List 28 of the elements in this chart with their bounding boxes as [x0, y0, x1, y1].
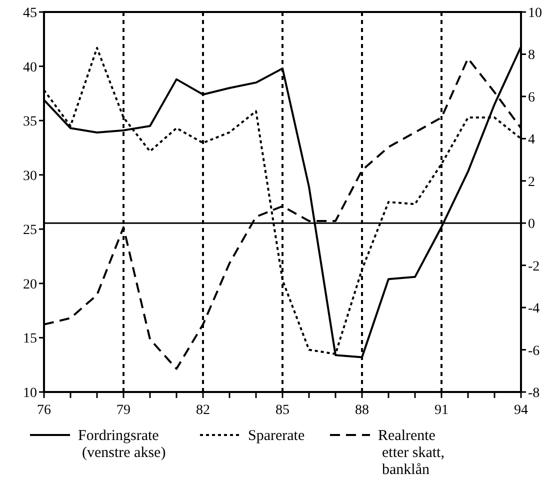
y2-tick-label: 6 — [528, 90, 535, 106]
y2-tick-label: 10 — [528, 6, 542, 21]
x-tick-label: 79 — [116, 403, 130, 418]
legend-label: Fordringsrate (venstre akse) — [78, 428, 166, 461]
y2-tick-label: -8 — [528, 386, 540, 401]
x-tick-label: 88 — [355, 403, 369, 418]
legend-label: Sparerate — [248, 428, 305, 444]
x-tick-label: 82 — [196, 403, 210, 418]
y2-tick-label: 4 — [528, 132, 535, 148]
y2-tick-label: -2 — [528, 259, 540, 274]
y-tick-label: 40 — [23, 60, 37, 76]
y2-tick-label: 2 — [528, 174, 535, 190]
y-tick-label: 45 — [23, 6, 37, 21]
y-tick-label: 20 — [23, 277, 37, 292]
x-tick-label: 94 — [514, 403, 528, 418]
y-tick-label: 35 — [23, 114, 37, 130]
x-tick-label: 76 — [37, 403, 51, 418]
y2-tick-label: 8 — [528, 48, 535, 64]
y-tick-label: 25 — [23, 223, 37, 238]
y-tick-label: 10 — [23, 386, 37, 401]
x-tick-label: 85 — [276, 403, 290, 418]
y-tick-label: 15 — [23, 332, 37, 347]
y-tick-label: 30 — [23, 168, 37, 184]
y2-tick-label: 0 — [528, 217, 535, 232]
y2-tick-label: -6 — [528, 344, 540, 359]
legend-label: Realrente etter skatt, banklån — [378, 428, 444, 478]
y2-tick-label: -4 — [528, 302, 540, 317]
x-tick-label: 91 — [434, 403, 448, 418]
